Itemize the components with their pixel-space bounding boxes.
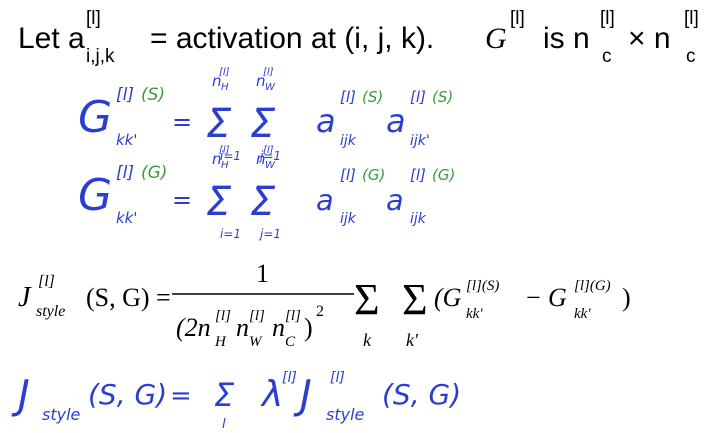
eq: =	[170, 381, 192, 411]
close: )	[622, 283, 631, 312]
d-w: W	[249, 334, 263, 350]
sum2-n-sup: [l]	[263, 145, 274, 156]
sum-k: Σ	[354, 275, 380, 324]
j2-sub: style	[326, 405, 365, 424]
g: G	[78, 92, 112, 143]
k: k	[363, 330, 372, 350]
sum2-n: n	[256, 72, 266, 90]
sum1: Σ	[206, 101, 232, 147]
g1-sup: [l](S)	[466, 278, 499, 294]
lambda-sup: [l]	[282, 370, 297, 386]
g1-sub: kk'	[466, 306, 483, 322]
sum2-from: j=1	[258, 227, 281, 241]
j: J	[18, 282, 32, 313]
n1-sub: c	[602, 46, 612, 67]
sum1-n: n	[212, 150, 222, 168]
minus: −	[526, 283, 541, 312]
d-n2: n	[236, 313, 249, 342]
n2-sub: c	[686, 46, 696, 67]
d-close: )	[304, 313, 313, 342]
a2-sub: ijk	[410, 211, 427, 227]
definition: = activation at (i, j, k).	[150, 22, 434, 55]
g-sub: kk'	[116, 209, 138, 227]
d-pow: 2	[316, 303, 324, 320]
a1-layer: [l]	[340, 88, 356, 106]
sum: Σ	[214, 376, 235, 414]
j-sub: style	[36, 303, 65, 320]
k2: k'	[406, 330, 419, 350]
sum1: Σ	[206, 179, 232, 225]
d-c: C	[285, 334, 296, 350]
sum1-from: i=1	[220, 149, 241, 163]
sum1-from: i=1	[220, 227, 241, 241]
n1-sup: [l]	[600, 8, 615, 29]
sum2-n-sub: W	[265, 82, 276, 93]
sum1-n-sup: [l]	[219, 67, 230, 78]
d-h: H	[214, 334, 227, 350]
a2-layer: [l]	[410, 88, 426, 106]
g1: (G	[434, 283, 462, 312]
j2-sup: [l]	[330, 370, 345, 386]
n2-sup: [l]	[684, 8, 699, 29]
sum2: Σ	[250, 101, 276, 147]
a1-img: (S)	[362, 88, 383, 106]
a1: a	[316, 102, 336, 140]
g-layer: [l]	[116, 85, 134, 105]
d-open: (2n	[176, 313, 211, 342]
g2-sub: kk'	[574, 306, 591, 322]
j-sup: [l]	[38, 273, 55, 290]
sum-sub: l	[222, 417, 226, 432]
sum1-n-sub: H	[221, 160, 229, 171]
sum1-n-sub: H	[221, 82, 229, 93]
g2: G	[548, 283, 567, 312]
g2-sup: [l](G)	[574, 278, 611, 294]
d-h-sup: [l]	[215, 308, 231, 324]
args: (S, G)	[88, 378, 167, 411]
g-layer: [l]	[116, 163, 134, 183]
sum1-n-sup: [l]	[219, 145, 230, 156]
eq: =	[172, 108, 192, 136]
times: × n	[628, 22, 671, 55]
g: G	[485, 22, 507, 55]
a2: a	[386, 102, 406, 140]
let: Let a	[18, 22, 85, 55]
a1-sub: ijk	[340, 211, 357, 227]
a1: a	[316, 183, 334, 217]
a2-sub: ijk'	[410, 133, 430, 149]
sum-k2: Σ	[402, 275, 428, 324]
a2-img: (S)	[432, 88, 453, 106]
sum2-from: j=1	[258, 149, 281, 163]
is: is n	[543, 22, 590, 55]
a2-img: (G)	[432, 166, 455, 184]
a1-sub: ijk	[340, 133, 357, 149]
d-n3: n	[272, 313, 285, 342]
a-sup: [l]	[86, 8, 101, 29]
g-sub: kk'	[116, 131, 138, 149]
g-img: (S)	[141, 85, 165, 105]
a2-layer: [l]	[410, 166, 426, 184]
g: G	[78, 170, 112, 221]
numerator: 1	[256, 259, 269, 288]
a1-layer: [l]	[340, 166, 356, 184]
g-img: (G)	[141, 163, 167, 183]
eq: =	[172, 186, 192, 214]
g-sup: [l]	[510, 8, 525, 29]
sum2-n: n	[256, 150, 266, 168]
j-sub: style	[42, 405, 81, 424]
d-w-sup: [l]	[249, 308, 265, 324]
d-c-sup: [l]	[285, 308, 301, 324]
sum2: Σ	[250, 179, 276, 225]
sum1-n: n	[212, 72, 222, 90]
args2: (S, G)	[382, 378, 461, 411]
a1-img: (G)	[362, 166, 385, 184]
args: (S, G) =	[86, 283, 171, 312]
lambda: λ	[260, 374, 283, 415]
sum2-n-sub: W	[265, 160, 276, 171]
sum2-n-sup: [l]	[263, 67, 274, 78]
a2: a	[386, 183, 404, 217]
a-sub: i,j,k	[86, 46, 115, 67]
